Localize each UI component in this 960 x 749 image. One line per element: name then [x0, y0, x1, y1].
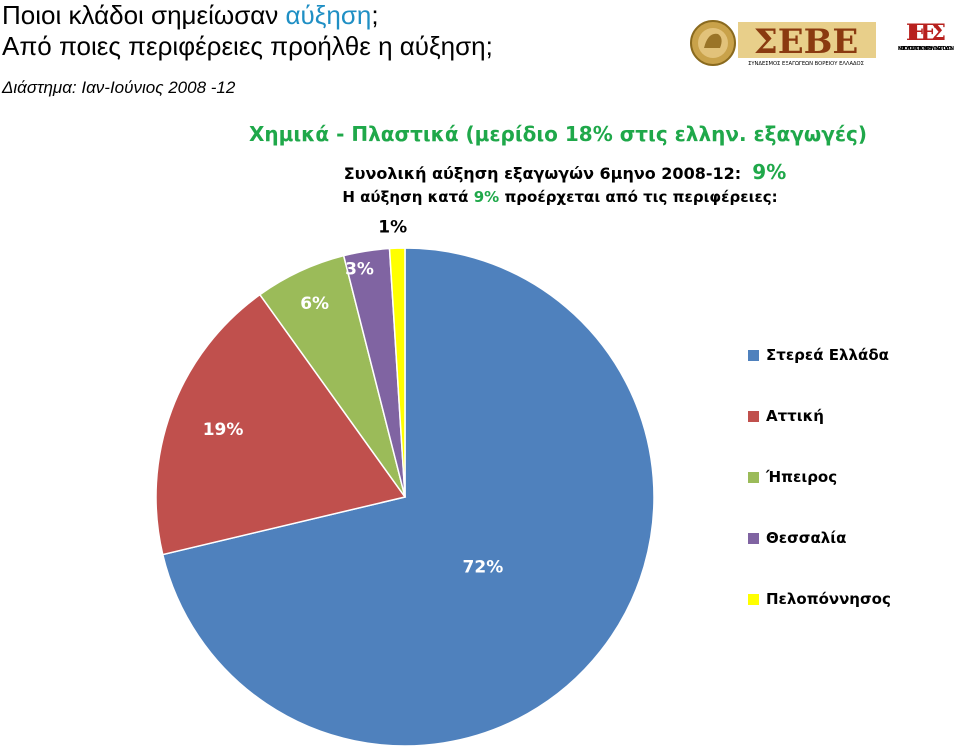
- iees-logo-caption: ΙΝΣΤΙΤΟΥΤΟ ΕΞΑΓΩΓΙΚΩΝ ΕΡΕΥΝΩΝ & ΣΠΟΥΔΩΝ: [898, 46, 954, 52]
- chart-subtitle-1-value: 9%: [752, 160, 787, 184]
- legend-swatch: [748, 593, 759, 605]
- legend-swatch: [748, 349, 759, 361]
- chart-subtitle-2-suffix: προέρχεται από τις περιφέρειες:: [504, 188, 778, 206]
- legend-label: Πελοπόννησος: [766, 590, 891, 608]
- slide-title: Ποιοι κλάδοι σημείωσαν αύξηση;: [2, 0, 379, 31]
- legend-item-2: Αττική: [748, 407, 824, 425]
- pie-label-5: 1%: [378, 218, 407, 238]
- chart-subtitle-2-prefix: Η αύξηση κατά: [342, 188, 469, 206]
- chart-subtitle-2-value: 9%: [473, 188, 500, 206]
- pie-slice-2: [155, 293, 407, 556]
- chart-subtitle-2: Η αύξηση κατά 9% προέρχεται από τις περι…: [80, 188, 960, 206]
- legend-label: Ήπειρος: [766, 468, 838, 486]
- pie-label-3: 6%: [300, 294, 329, 314]
- slide-subtitle: Διάστημα: Ιαν-Ιούνιος 2008 -12: [2, 78, 236, 97]
- legend-item-4: Θεσσαλία: [748, 529, 846, 547]
- pie-label-2: 19%: [203, 420, 244, 440]
- legend-swatch: [748, 532, 759, 544]
- title-highlight: αύξηση: [285, 0, 372, 30]
- chart-subtitle-1: Συνολική αύξηση εξαγωγών 6μηνο 2008-12: …: [85, 160, 960, 184]
- pie-label-4: 3%: [345, 260, 374, 280]
- title-suffix: ;: [371, 0, 379, 30]
- chart-subtitle-1-text: Συνολική αύξηση εξαγωγών 6μηνο 2008-12:: [343, 164, 742, 183]
- title-prefix: Ποιοι κλάδοι σημείωσαν: [2, 0, 286, 30]
- slide-title-line-2: Από ποιες περιφέρειες προήλθε η αύξηση;: [2, 31, 493, 61]
- seve-logo-caption: ΣΥΝΔΕΣΜΟΣ ΕΞΑΓΩΓΕΩΝ ΒΟΡΕΙΟΥ ΕΛΛΑΔΟΣ: [748, 61, 864, 67]
- legend-swatch: [748, 410, 759, 422]
- legend-label: Αττική: [766, 407, 824, 425]
- pie-label-1: 72%: [463, 557, 504, 577]
- pie-slice-5: [388, 247, 406, 498]
- seve-logo-text: ΣΕΒΕ: [754, 22, 859, 62]
- iees-logo-letters: ΙΕΕΣ: [906, 20, 946, 46]
- seve-logo: ΣΕΒΕ ΣΥΝΔΕΣΜΟΣ ΕΞΑΓΩΓΕΩΝ ΒΟΡΕΙΟΥ ΕΛΛΑΔΟΣ: [690, 20, 876, 67]
- legend-item-1: Στερεά Ελλάδα: [748, 346, 889, 364]
- legend-label: Θεσσαλία: [766, 529, 847, 547]
- chart-title: Χημικά - Πλαστικά (μερίδιο 18% στις ελλη…: [249, 122, 867, 146]
- pie-slice-1: [161, 247, 655, 747]
- iees-logo: ΙΕΕΣ ΙΝΣΤΙΤΟΥΤΟ ΕΞΑΓΩΓΙΚΩΝ ΕΡΕΥΝΩΝ & ΣΠΟ…: [898, 20, 954, 52]
- legend-swatch: [748, 471, 759, 483]
- legend-label: Στερεά Ελλάδα: [766, 346, 889, 364]
- legend-item-3: Ήπειρος: [748, 468, 837, 486]
- legend-item-5: Πελοπόννησος: [748, 590, 891, 608]
